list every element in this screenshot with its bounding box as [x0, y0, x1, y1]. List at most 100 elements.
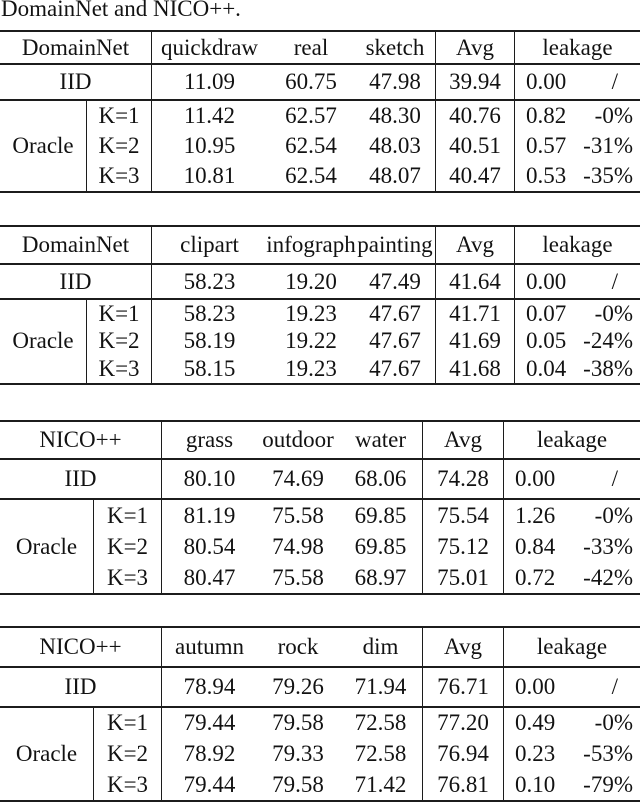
leakage-header: leakage [514, 227, 640, 263]
column-header: water [354, 427, 407, 452]
leakage-pct: -0% [594, 710, 633, 736]
avg-value: 77.20 [422, 708, 503, 739]
column-header: infograph [266, 232, 356, 257]
metric-value: 58.15 [183, 356, 236, 382]
iid-label: IID [0, 265, 152, 298]
metric-value: 19.23 [285, 356, 337, 382]
dataset-label: NICO++ [0, 628, 162, 666]
oracle-label: Oracle [12, 328, 74, 354]
column-header: painting [357, 232, 433, 257]
dataset-label: DomainNet [0, 32, 152, 63]
avg-value: 41.69 [435, 327, 514, 356]
leakage-header: leakage [503, 628, 640, 666]
leakage-value: 0.23 [515, 740, 556, 766]
column-header: quickdraw [160, 34, 259, 60]
avg-header: Avg [422, 628, 503, 666]
oracle-label: Oracle [12, 133, 74, 158]
metric-value: 48.30 [369, 103, 421, 128]
k-label: K=3 [93, 562, 162, 593]
oracle-block: Oracle K=1 81.19 75.58 69.85 75.54 1.26 … [0, 500, 640, 593]
leakage-value: 0.84 [515, 533, 556, 559]
metric-value: 69.85 [354, 533, 407, 559]
leakage-value: 0.04 [526, 356, 567, 382]
metric-value: 62.54 [285, 163, 337, 188]
oracle-block: Oracle K=1 58.23 19.23 47.67 41.71 0.07 … [0, 300, 640, 383]
leakage-pct: -53% [583, 740, 633, 766]
metric-value: 47.67 [369, 356, 421, 382]
header-row: NICO++ grass outdoor water Avg leakage [0, 422, 640, 460]
leakage-value: 0.00 [515, 674, 556, 699]
leakage-value: 0.05 [526, 328, 567, 354]
oracle-block: Oracle K=1 11.42 62.57 48.30 40.76 0.82 … [0, 101, 640, 191]
column-header: real [293, 34, 329, 60]
leakage-cell: 0.00 / [514, 265, 640, 298]
leakage-pct: -42% [583, 564, 633, 590]
metric-value: 72.58 [354, 710, 407, 736]
k-label: K=1 [93, 500, 162, 531]
leakage-value: 0.10 [515, 771, 556, 797]
leakage-value: 0.07 [526, 300, 567, 326]
leakage-value: 1.26 [515, 502, 556, 528]
caption-text: DomainNet and NICO++. [1, 0, 241, 21]
column-header: clipart [180, 232, 239, 257]
leakage-pct: -35% [583, 163, 633, 188]
leakage-value: 0.72 [515, 564, 556, 590]
leakage-cell: 0.49 -0% [503, 708, 640, 739]
header-row: DomainNet clipart infograph painting Avg… [0, 227, 640, 265]
metric-value: 71.42 [354, 771, 407, 797]
leakage-pct: / [611, 466, 618, 491]
results-table-3: NICO++ grass outdoor water Avg leakage I… [0, 420, 640, 595]
iid-row: IID 58.23 19.20 47.49 41.64 0.00 / [0, 265, 640, 300]
metric-value: 69.85 [354, 502, 407, 528]
k-label: K=3 [93, 769, 162, 800]
leakage-cell: 1.26 -0% [503, 500, 640, 531]
leakage-pct: / [611, 674, 618, 699]
iid-label: IID [0, 460, 162, 498]
avg-value: 40.51 [435, 131, 514, 161]
leakage-cell: 0.00 / [514, 65, 640, 99]
results-table-4: NICO++ autumn rock dim Avg leakage IID 7… [0, 626, 640, 802]
leakage-value: 0.49 [515, 710, 556, 736]
header-row: NICO++ autumn rock dim Avg leakage [0, 628, 640, 668]
leakage-cell: 0.82 -0% [514, 101, 640, 131]
avg-header: Avg [435, 32, 514, 63]
leakage-pct: -0% [594, 502, 633, 528]
column-header: dim [362, 634, 399, 659]
leakage-cell: 0.53 -35% [514, 161, 640, 191]
metric-value: 79.58 [272, 710, 324, 736]
leakage-cell: 0.05 -24% [514, 327, 640, 356]
metric-value: 60.75 [285, 69, 337, 94]
metric-value: 74.69 [272, 466, 324, 491]
leakage-cell: 0.00 / [503, 460, 640, 498]
leakage-pct: -31% [583, 133, 633, 158]
leakage-cell: 0.00 / [503, 668, 640, 706]
iid-row: IID 11.09 60.75 47.98 39.94 0.00 / [0, 65, 640, 101]
leakage-value: 0.00 [515, 466, 556, 491]
metric-value: 11.09 [184, 69, 235, 94]
metric-value: 75.58 [272, 502, 324, 528]
leakage-cell: 0.23 -53% [503, 738, 640, 770]
avg-value: 40.76 [435, 101, 514, 131]
column-header: rock [277, 634, 319, 659]
iid-label: IID [0, 668, 162, 706]
leakage-value: 0.00 [526, 69, 567, 94]
metric-value: 47.98 [369, 69, 421, 94]
k-label: K=2 [93, 738, 162, 770]
leakage-pct: / [611, 268, 618, 294]
metric-value: 72.58 [354, 740, 407, 766]
k-label: K=2 [86, 327, 152, 356]
metric-value: 81.19 [183, 502, 236, 528]
metric-value: 47.67 [369, 328, 421, 354]
k-label: K=3 [86, 355, 152, 383]
leakage-header: leakage [514, 32, 640, 63]
metric-value: 48.03 [369, 133, 421, 158]
leakage-pct: -79% [583, 771, 633, 797]
leakage-pct: -0% [594, 103, 633, 128]
metric-value: 68.97 [354, 564, 407, 590]
metric-value: 80.47 [183, 564, 236, 590]
avg-value: 75.12 [422, 531, 503, 562]
column-header: sketch [365, 34, 425, 60]
metric-value: 47.67 [369, 300, 421, 326]
metric-value: 79.44 [183, 771, 236, 797]
oracle-label: Oracle [15, 740, 78, 766]
